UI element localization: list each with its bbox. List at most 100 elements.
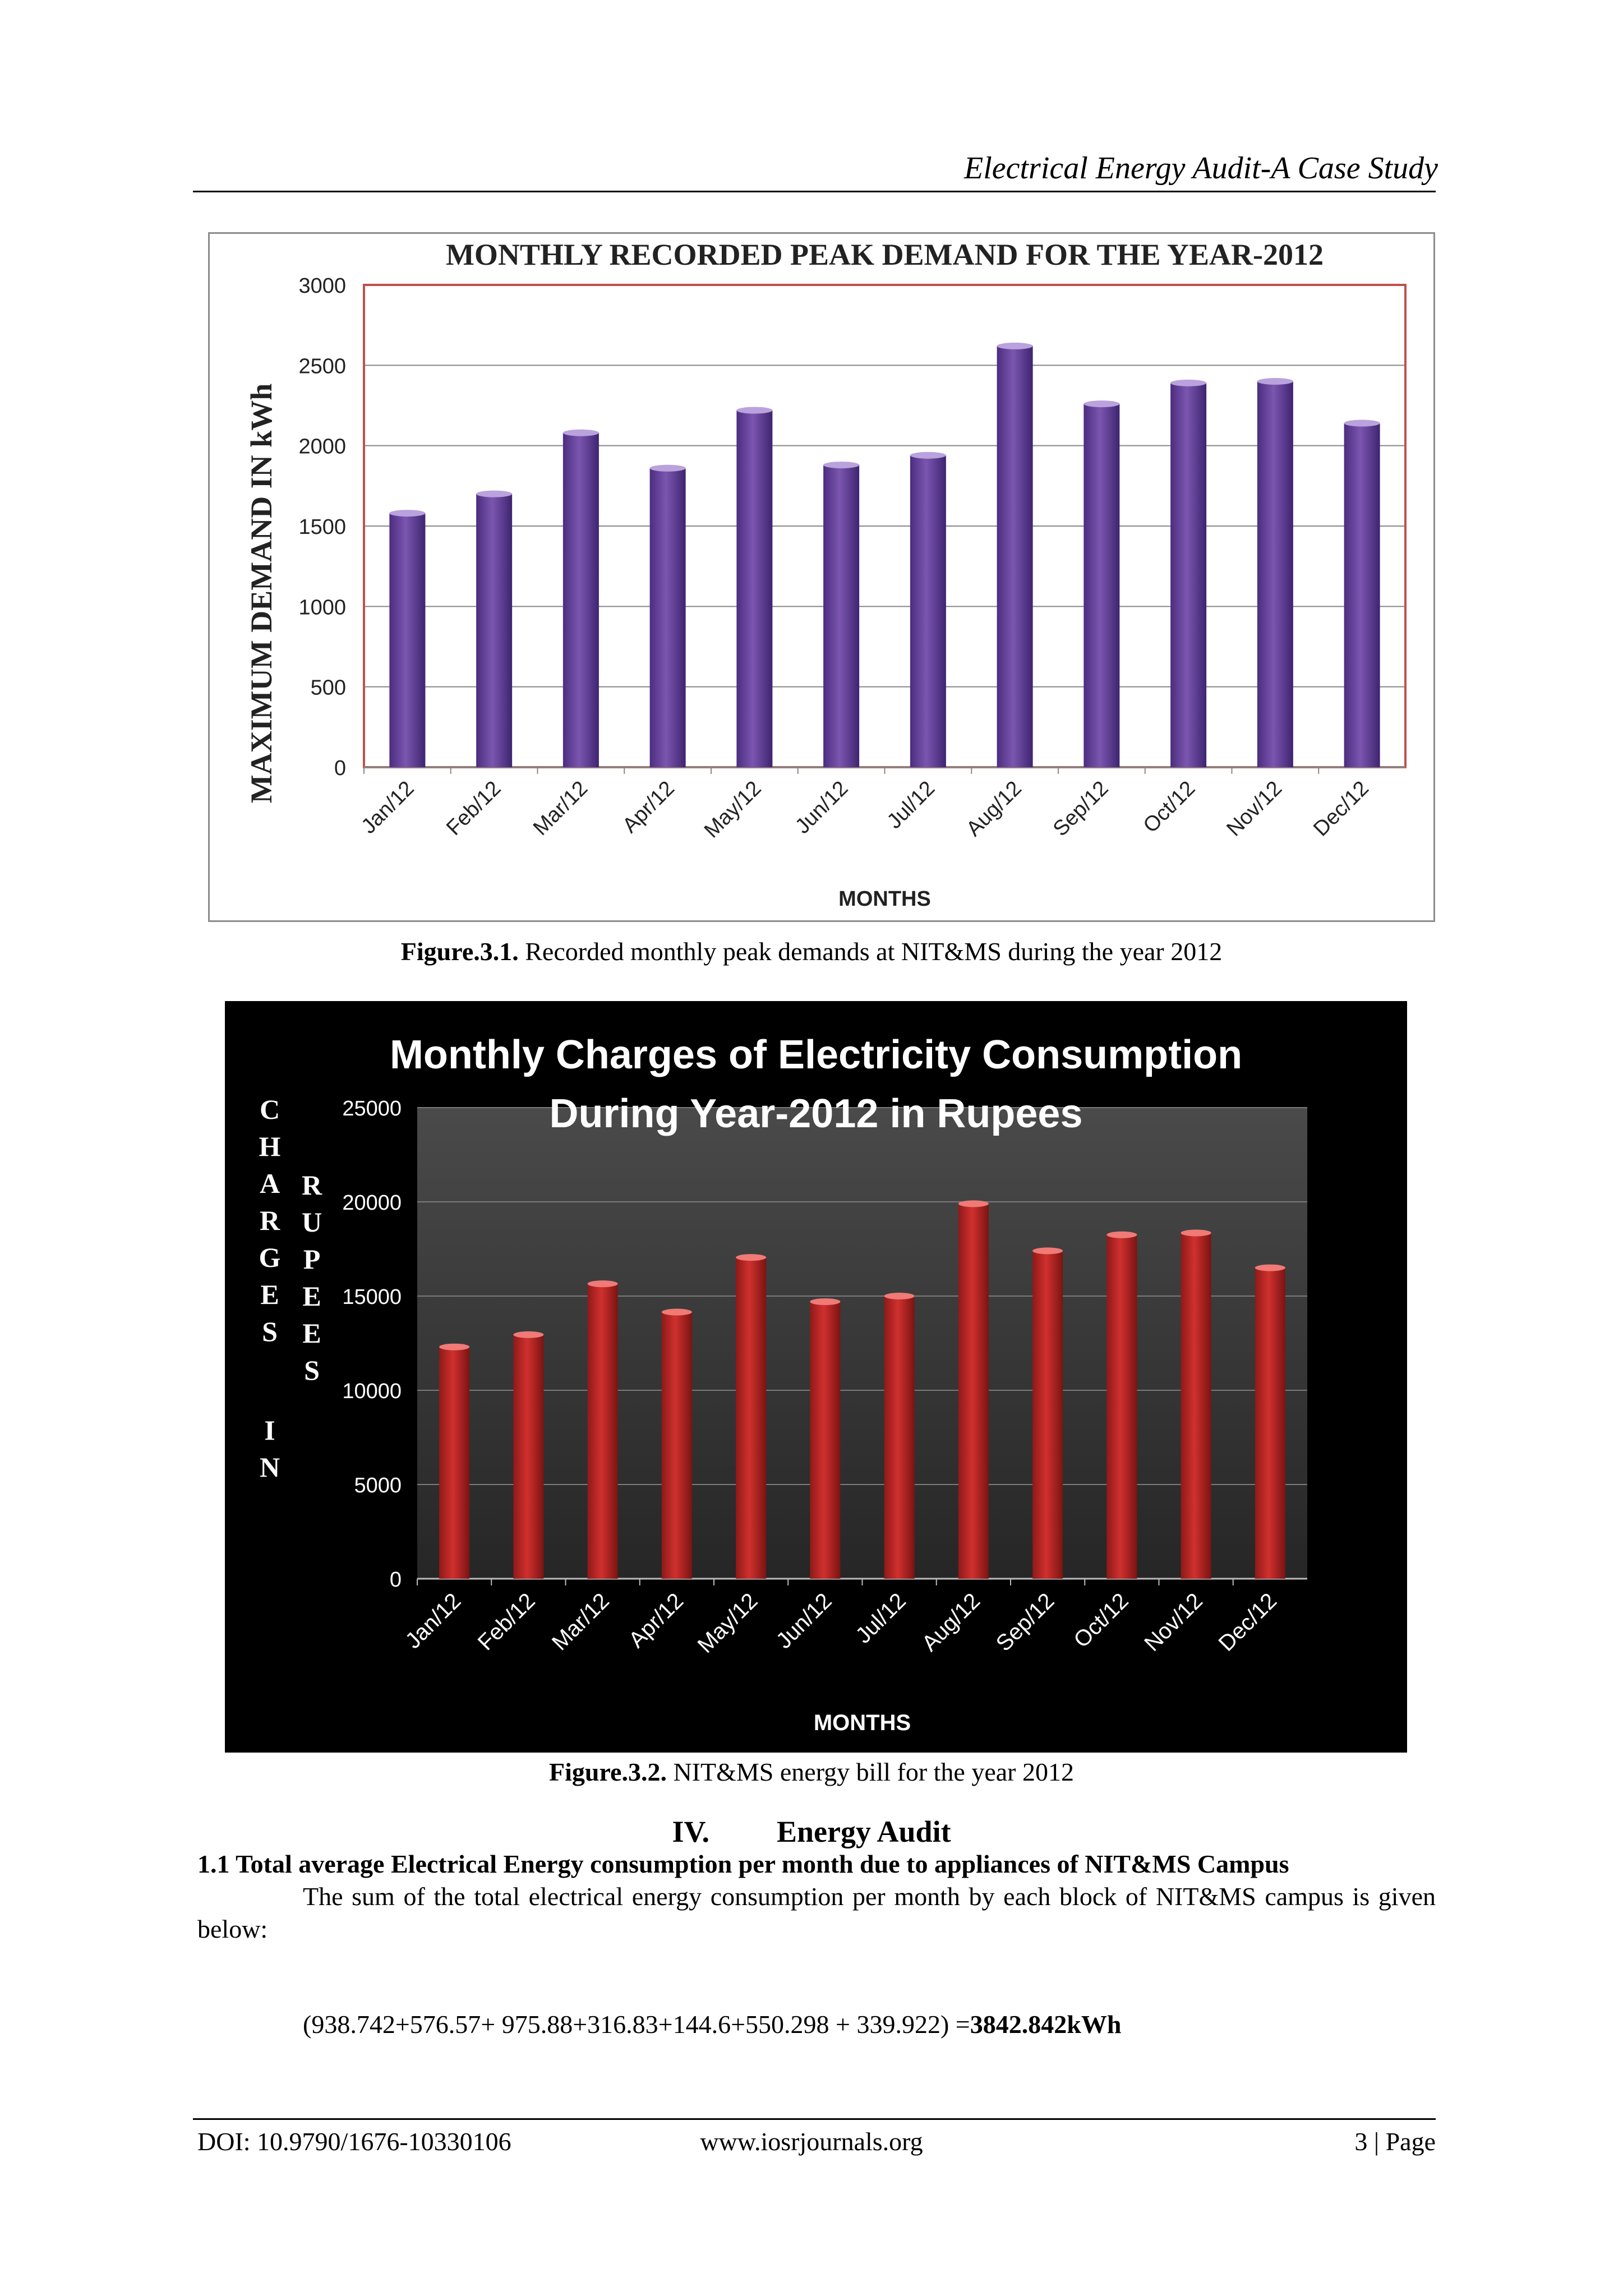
bar-Dec/12 [1344, 423, 1380, 767]
bar-top [736, 407, 773, 414]
x-tick-label: Dec/12 [1214, 1588, 1282, 1656]
figure-2-caption: Figure.3.2. NIT&MS energy bill for the y… [0, 1757, 1623, 1787]
bar-top [587, 1280, 618, 1288]
bar-Jul/12 [910, 455, 946, 767]
bar-Apr/12 [661, 1312, 692, 1579]
y-axis-label-letter: U [302, 1206, 322, 1238]
y-axis-label-letter: E [302, 1280, 321, 1312]
figure-1-label: Figure.3.1. [400, 937, 519, 966]
bar-Oct/12 [1106, 1234, 1137, 1579]
bar-top [649, 464, 686, 472]
y-axis-label-letter: G [259, 1242, 281, 1273]
subsection-title: 1.1 Total average Electrical Energy cons… [197, 1850, 1289, 1878]
footer-rule [193, 2118, 1436, 2120]
bar-Feb/12 [476, 494, 513, 767]
bar-top [1344, 419, 1380, 427]
x-axis-label: MONTHS [838, 887, 931, 911]
y-axis-label-letter: N [260, 1451, 280, 1483]
electricity-charges-chart-svg: 0 5000 10000 15000 20000 25000 Monthly Charges… [259, 1032, 1307, 1735]
bar-top [997, 342, 1033, 349]
x-tick-label: Sep/12 [992, 1588, 1059, 1656]
y-axis-label-letter: E [302, 1317, 321, 1349]
x-tick-label: Aug/12 [962, 777, 1026, 841]
bar-Mar/12 [587, 1284, 618, 1579]
bar-top [513, 1331, 544, 1338]
bar-Aug/12 [958, 1204, 989, 1579]
bar-Jan/12 [439, 1347, 470, 1579]
running-head: Electrical Energy Audit-A Case Study [963, 151, 1438, 186]
x-tick-label: Feb/12 [473, 1588, 540, 1655]
bar-top [439, 1343, 470, 1350]
bar-top [958, 1200, 989, 1207]
x-tick-label: Sep/12 [1049, 777, 1113, 841]
y-axis-label-letter: A [260, 1168, 280, 1199]
bar-Jul/12 [884, 1296, 915, 1579]
formula-expression: (938.742+576.57+ 975.88+316.83+144.6+550… [303, 2010, 970, 2039]
x-tick-label: Jul/12 [851, 1588, 911, 1648]
peak-demand-chart-svg: MONTHLY RECORDED PEAK DEMAND FOR THE YEA… [245, 238, 1407, 911]
x-tick-label: Dec/12 [1309, 777, 1373, 841]
y-tick-label: 0 [390, 1568, 402, 1592]
bar-top [562, 429, 599, 436]
x-axis-label: MONTHS [814, 1711, 911, 1735]
y-axis-label: MAXIMUM DEMAND IN kWh [245, 384, 278, 803]
x-tick-label: Oct/12 [1069, 1588, 1133, 1652]
figure-1-text: Recorded monthly peak demands at NIT&MS … [518, 937, 1223, 966]
energy-sum-formula: (938.742+576.57+ 975.88+316.83+144.6+550… [303, 2009, 1121, 2039]
bar-top [1170, 379, 1207, 386]
y-axis-label-letter: C [260, 1094, 280, 1125]
bar-Apr/12 [649, 468, 686, 767]
y-axis-label-letter: S [262, 1316, 278, 1347]
bar-Sep/12 [1032, 1251, 1063, 1579]
x-tick-label: Mar/12 [547, 1588, 614, 1655]
bar-top [1255, 1264, 1285, 1271]
footer-site: www.iosrjournals.org [700, 2127, 923, 2156]
section-number: IV. [672, 1815, 709, 1848]
section-heading: IV. Energy Audit [0, 1814, 1623, 1849]
bar-top [910, 451, 946, 459]
x-tick-label: Nov/12 [1222, 777, 1287, 841]
x-tick-label: Nov/12 [1140, 1588, 1207, 1656]
footer-page-number: 3 | Page [1354, 2127, 1436, 2156]
x-tick-label: Jun/12 [772, 1588, 837, 1653]
bar-top [884, 1293, 915, 1299]
x-tick-label: Feb/12 [442, 777, 505, 840]
bar-Aug/12 [997, 345, 1033, 767]
y-tick-label: 3000 [298, 274, 346, 298]
bar-top [823, 462, 860, 469]
bar-Nov/12 [1257, 381, 1293, 767]
y-axis-label-letter: S [304, 1354, 320, 1386]
y-tick-label: 5000 [354, 1474, 402, 1497]
y-axis-label-letter: E [260, 1279, 279, 1310]
figure-2-text: NIT&MS energy bill for the year 2012 [666, 1758, 1075, 1786]
bar-Oct/12 [1170, 382, 1207, 767]
bar-Jun/12 [810, 1302, 841, 1579]
bar-Jan/12 [389, 513, 426, 767]
y-tick-label: 1500 [298, 515, 346, 539]
bar-top [810, 1298, 841, 1306]
y-axis-label-letter: R [302, 1169, 322, 1201]
y-axis-label-letter: R [260, 1205, 280, 1236]
x-tick-label: Mar/12 [529, 777, 592, 840]
y-tick-label: 1000 [298, 596, 346, 619]
x-tick-label: Jan/12 [357, 777, 418, 838]
y-tick-label: 10000 [342, 1380, 402, 1403]
y-tick-label: 2000 [298, 435, 346, 459]
bar-Nov/12 [1181, 1233, 1211, 1579]
electricity-charges-chart: 0 5000 10000 15000 20000 25000 Monthly Charges… [225, 1001, 1407, 1753]
x-tick-label: Aug/12 [917, 1588, 985, 1656]
chart-2-title-line: During Year-2012 in Rupees [549, 1091, 1082, 1136]
body-paragraph: The sum of the total electrical energy c… [197, 1882, 1436, 1943]
bar-May/12 [736, 410, 773, 767]
bar-Feb/12 [513, 1334, 544, 1579]
figure-1-caption: Figure.3.1. Recorded monthly peak demand… [0, 937, 1623, 966]
x-tick-label: Oct/12 [1139, 777, 1200, 838]
bar-top [389, 510, 426, 517]
bar-top [736, 1254, 767, 1261]
plot-area [417, 1108, 1307, 1579]
formula-result: 3842.842kWh [970, 2010, 1122, 2039]
y-tick-label: 20000 [342, 1191, 402, 1215]
bar-Mar/12 [562, 432, 599, 767]
y-tick-label: 25000 [342, 1097, 402, 1121]
y-tick-label: 15000 [342, 1285, 402, 1309]
